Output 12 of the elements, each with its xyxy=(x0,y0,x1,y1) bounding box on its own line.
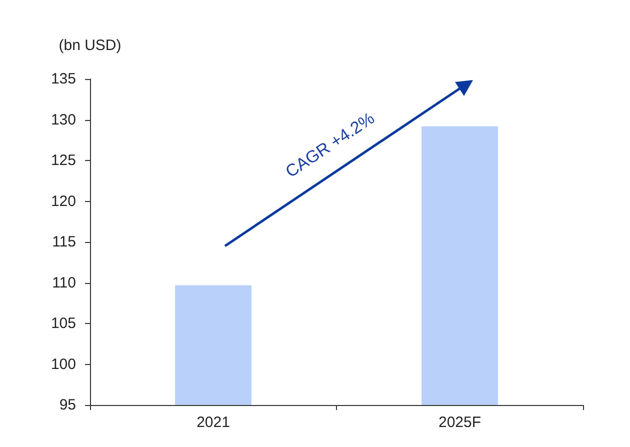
y-axis-title: (bn USD) xyxy=(58,37,122,54)
y-tick-label: 95 xyxy=(59,396,76,414)
y-tick-label: 100 xyxy=(50,356,76,373)
y-tick-label: 120 xyxy=(50,192,76,210)
y-tick-label: 115 xyxy=(52,234,76,250)
x-tick-label: 2025F xyxy=(438,414,482,431)
x-tick-label: 2021 xyxy=(196,414,230,431)
y-tick-label: 135 xyxy=(50,70,76,88)
y-tick-label: 105 xyxy=(50,315,76,332)
y-tick-label: 125 xyxy=(50,152,76,169)
y-tick-label: 110 xyxy=(52,274,76,292)
y-tick-label: 130 xyxy=(50,111,76,128)
